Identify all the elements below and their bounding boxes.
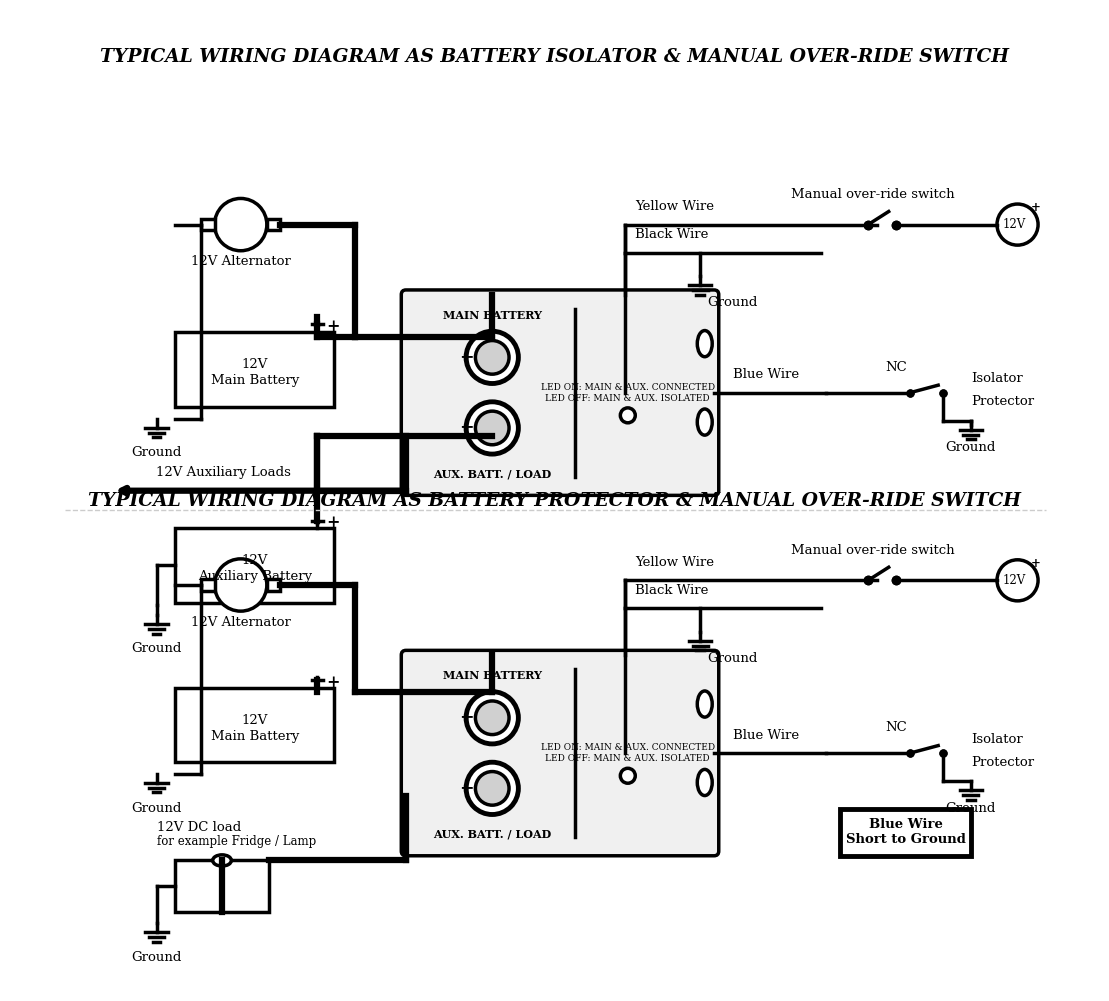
Text: Ground: Ground xyxy=(132,951,182,964)
Text: +: + xyxy=(1030,201,1040,214)
Circle shape xyxy=(214,198,267,250)
Text: Black Wire: Black Wire xyxy=(634,585,708,598)
Text: Manual over-ride switch: Manual over-ride switch xyxy=(791,188,955,201)
Text: Main Battery: Main Battery xyxy=(211,374,299,387)
Text: LED ON: MAIN & AUX. CONNECTED: LED ON: MAIN & AUX. CONNECTED xyxy=(541,382,715,391)
Text: Manual over-ride switch: Manual over-ride switch xyxy=(791,544,955,557)
Text: Isolator: Isolator xyxy=(970,372,1022,385)
Circle shape xyxy=(476,772,509,805)
Text: 12V: 12V xyxy=(1004,218,1026,231)
Text: 12V Auxiliary Loads: 12V Auxiliary Loads xyxy=(156,466,292,479)
Circle shape xyxy=(466,692,518,744)
Text: +: + xyxy=(1030,557,1040,570)
Bar xyxy=(267,580,279,591)
Text: Short to Ground: Short to Ground xyxy=(845,834,966,847)
Text: Isolator: Isolator xyxy=(970,733,1022,746)
Circle shape xyxy=(466,762,518,815)
Bar xyxy=(841,809,970,856)
Text: MAIN BATTERY: MAIN BATTERY xyxy=(442,309,541,320)
Text: Auxiliary Battery: Auxiliary Battery xyxy=(197,571,312,584)
Text: TYPICAL WIRING DIAGRAM AS BATTERY ISOLATOR & MANUAL OVER-RIDE SWITCH: TYPICAL WIRING DIAGRAM AS BATTERY ISOLAT… xyxy=(100,48,1009,66)
Text: +: + xyxy=(459,780,474,797)
Text: Main Battery: Main Battery xyxy=(211,730,299,743)
Text: +: + xyxy=(326,514,340,531)
Text: MAIN BATTERY: MAIN BATTERY xyxy=(442,670,541,681)
Bar xyxy=(202,219,214,230)
Text: 12V DC load: 12V DC load xyxy=(156,821,241,834)
Circle shape xyxy=(476,340,509,374)
Text: Blue Wire: Blue Wire xyxy=(733,368,798,381)
Text: +: + xyxy=(459,710,474,727)
Text: Ground: Ground xyxy=(132,642,182,655)
Text: Yellow Wire: Yellow Wire xyxy=(634,200,714,213)
Text: Ground: Ground xyxy=(132,445,182,458)
Circle shape xyxy=(620,769,635,783)
Bar xyxy=(202,580,214,591)
Text: Ground: Ground xyxy=(946,802,996,815)
Text: Ground: Ground xyxy=(132,802,182,815)
Text: TYPICAL WIRING DIAGRAM AS BATTERY PROTECTOR & MANUAL OVER-RIDE SWITCH: TYPICAL WIRING DIAGRAM AS BATTERY PROTEC… xyxy=(88,491,1021,510)
Ellipse shape xyxy=(698,409,712,435)
Text: 12V Alternator: 12V Alternator xyxy=(191,616,291,629)
Bar xyxy=(175,529,334,603)
Ellipse shape xyxy=(213,855,232,866)
Text: AUX. BATT. / LOAD: AUX. BATT. / LOAD xyxy=(434,468,551,479)
Text: 12V: 12V xyxy=(242,555,268,568)
Text: 12V: 12V xyxy=(242,714,268,727)
Text: NC: NC xyxy=(885,722,907,735)
Text: LED OFF: MAIN & AUX. ISOLATED: LED OFF: MAIN & AUX. ISOLATED xyxy=(546,755,710,764)
Ellipse shape xyxy=(698,330,712,356)
Text: Protector: Protector xyxy=(970,395,1034,408)
Text: 12V: 12V xyxy=(1004,574,1026,587)
Bar xyxy=(267,219,279,230)
Circle shape xyxy=(476,701,509,735)
Ellipse shape xyxy=(698,691,712,717)
Bar xyxy=(175,332,334,406)
Text: +: + xyxy=(459,419,474,436)
Text: Blue Wire: Blue Wire xyxy=(733,729,798,742)
Text: NC: NC xyxy=(885,361,907,374)
Text: Black Wire: Black Wire xyxy=(634,228,708,241)
Bar xyxy=(175,861,268,912)
Text: +: + xyxy=(326,674,340,691)
Circle shape xyxy=(476,411,509,444)
Text: LED OFF: MAIN & AUX. ISOLATED: LED OFF: MAIN & AUX. ISOLATED xyxy=(546,394,710,403)
Text: for example Fridge / Lamp: for example Fridge / Lamp xyxy=(156,835,316,848)
Ellipse shape xyxy=(698,770,712,796)
Text: Protector: Protector xyxy=(970,756,1034,769)
Text: Ground: Ground xyxy=(708,653,757,666)
Text: Ground: Ground xyxy=(946,441,996,454)
Circle shape xyxy=(997,560,1038,601)
Text: 12V: 12V xyxy=(242,358,268,371)
Circle shape xyxy=(620,407,635,422)
Text: +: + xyxy=(326,318,340,335)
FancyBboxPatch shape xyxy=(401,290,719,495)
Circle shape xyxy=(997,204,1038,245)
Text: AUX. BATT. / LOAD: AUX. BATT. / LOAD xyxy=(434,829,551,840)
Text: Blue Wire: Blue Wire xyxy=(868,819,943,832)
Circle shape xyxy=(466,331,518,383)
Text: +: + xyxy=(459,349,474,365)
Text: Yellow Wire: Yellow Wire xyxy=(634,557,714,570)
Text: Ground: Ground xyxy=(708,296,757,309)
Bar xyxy=(175,688,334,763)
Text: LED ON: MAIN & AUX. CONNECTED: LED ON: MAIN & AUX. CONNECTED xyxy=(541,744,715,752)
Circle shape xyxy=(214,559,267,612)
FancyBboxPatch shape xyxy=(401,651,719,856)
Text: 12V Alternator: 12V Alternator xyxy=(191,255,291,268)
Circle shape xyxy=(466,401,518,454)
